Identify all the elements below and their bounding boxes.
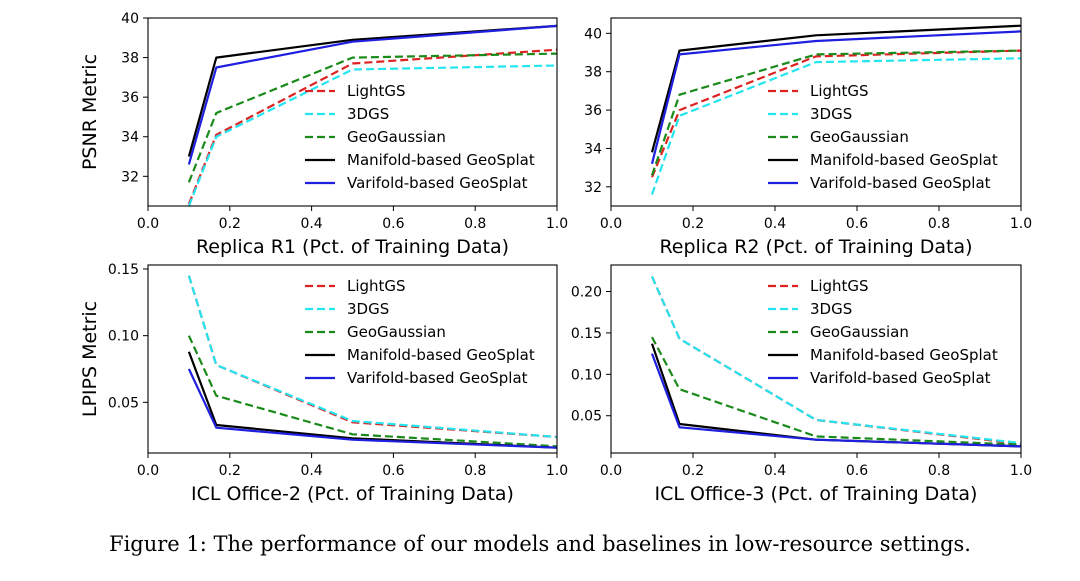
x-tick-label: 0.0: [137, 463, 159, 479]
y-tick-label: 36: [584, 103, 602, 119]
x-tick-label: 0.8: [464, 463, 486, 479]
y-tick-label: 0.05: [108, 395, 139, 411]
series-line-3dgs: [650, 276, 1021, 445]
axes-frame: [610, 17, 1022, 207]
x-tick-label: 0.8: [928, 463, 950, 479]
y-tick-label: 0.15: [108, 262, 139, 278]
series-line-geogaussian: [187, 52, 557, 183]
legend-label-varifold-based-geosplat: Varifold-based GeoSplat: [810, 174, 991, 192]
series-line-3dgs: [187, 64, 557, 206]
legend: LightGS 3DGS GeoGaussian Manifold-based Geo…: [305, 82, 535, 192]
series-line-geogaussian: [650, 49, 1021, 176]
figure-panels: 0.0 0.2 0.4 0.6 0.8 1.0 32 34 36 38 40 Replica R1 (…: [79, 11, 1032, 505]
series-group: [187, 24, 557, 206]
x-tick-label: 0.8: [464, 216, 486, 232]
x-axis-label: ICL Office-3 (Pct. of Training Data): [655, 483, 978, 505]
legend-label-manifold-based-geosplat: Manifold-based GeoSplat: [347, 151, 535, 169]
legend-label-geogaussian: GeoGaussian: [810, 323, 909, 341]
x-tick-label: 0.2: [682, 463, 704, 479]
y-tick-label: 32: [584, 180, 602, 196]
x-tick-label: 0.4: [300, 463, 322, 479]
legend-label-3dgs: 3DGS: [810, 105, 852, 123]
series-line-varifold-based-geosplat: [650, 30, 1021, 165]
legend-label-manifold-based-geosplat: Manifold-based GeoSplat: [810, 151, 998, 169]
y-axis-label: LPIPS Metric: [79, 301, 101, 417]
series-group: [650, 276, 1021, 448]
series-line-varifold-based-geosplat: [650, 353, 1021, 448]
series-line-varifold-based-geosplat: [187, 24, 557, 165]
legend-label-varifold-based-geosplat: Varifold-based GeoSplat: [347, 369, 528, 387]
axes-frame: [147, 17, 558, 207]
figure-caption: Figure 1: The performance of our models …: [109, 532, 971, 556]
y-axis-label: PSNR Metric: [79, 54, 101, 170]
x-tick-label: 0.0: [600, 216, 622, 232]
y-tick-label: 36: [121, 90, 139, 106]
y-tick-label: 0.20: [571, 285, 602, 301]
chart-panel-4: 0.0 0.2 0.4 0.6 0.8 1.0 0.05 0.10 0.15 0.20 ICL Of…: [571, 264, 1032, 505]
legend: LightGS 3DGS GeoGaussian Manifold-based Geo…: [305, 277, 535, 387]
x-tick-label: 1.0: [1010, 463, 1032, 479]
y-tick-label: 0.10: [108, 329, 139, 345]
x-tick-label: 0.2: [219, 216, 241, 232]
y-tick-label: 38: [121, 51, 139, 67]
x-axis-label: ICL Office-2 (Pct. of Training Data): [191, 483, 514, 505]
y-tick-label: 34: [121, 130, 139, 146]
legend-label-lightgs: LightGS: [347, 82, 406, 100]
x-tick-label: 0.2: [682, 216, 704, 232]
y-tick-label: 38: [584, 65, 602, 81]
legend-label-varifold-based-geosplat: Varifold-based GeoSplat: [810, 369, 991, 387]
series-line-3dgs: [187, 275, 557, 439]
series-line-geogaussian: [651, 336, 1021, 446]
chart-panel-2: 0.0 0.2 0.4 0.6 0.8 1.0 32 34 36 38 40 Replica R2 (…: [584, 17, 1032, 258]
legend-label-3dgs: 3DGS: [347, 105, 389, 123]
y-tick-label: 0.05: [571, 409, 602, 425]
x-tick-label: 1.0: [546, 216, 568, 232]
x-tick-label: 1.0: [1010, 216, 1032, 232]
legend-label-3dgs: 3DGS: [810, 300, 852, 318]
legend-label-3dgs: 3DGS: [347, 300, 389, 318]
x-axis-label: Replica R1 (Pct. of Training Data): [196, 236, 509, 258]
series-line-geogaussian: [187, 335, 557, 448]
axes-frame: [610, 264, 1022, 454]
series-line-3dgs: [650, 57, 1021, 195]
y-tick-label: 40: [121, 11, 139, 27]
x-tick-label: 1.0: [546, 463, 568, 479]
x-tick-label: 0.0: [137, 216, 159, 232]
x-tick-label: 0.4: [300, 216, 322, 232]
x-tick-label: 0.4: [764, 463, 786, 479]
x-tick-label: 0.6: [382, 463, 404, 479]
x-axis-label: Replica R2 (Pct. of Training Data): [659, 236, 972, 258]
legend-label-geogaussian: GeoGaussian: [347, 323, 446, 341]
y-tick-label: 0.15: [571, 326, 602, 342]
x-tick-label: 0.8: [928, 216, 950, 232]
axes-frame: [147, 264, 558, 454]
y-tick-label: 32: [121, 169, 139, 185]
series-group: [187, 275, 557, 449]
y-tick-label: 0.10: [571, 367, 602, 383]
x-tick-label: 0.2: [219, 463, 241, 479]
series-line-lightgs: [650, 49, 1021, 178]
legend-label-manifold-based-geosplat: Manifold-based GeoSplat: [810, 346, 998, 364]
legend: LightGS 3DGS GeoGaussian Manifold-based Geo…: [768, 82, 998, 192]
y-tick-label: 34: [584, 141, 602, 157]
chart-panel-3: 0.0 0.2 0.4 0.6 0.8 1.0 0.05 0.10 0.15 ICL Office…: [79, 262, 568, 505]
legend-label-lightgs: LightGS: [810, 82, 869, 100]
x-tick-label: 0.4: [764, 216, 786, 232]
x-tick-label: 0.6: [382, 216, 404, 232]
legend-label-lightgs: LightGS: [347, 277, 406, 295]
series-line-manifold-based-geosplat: [650, 24, 1021, 153]
legend-label-manifold-based-geosplat: Manifold-based GeoSplat: [347, 346, 535, 364]
series-group: [650, 24, 1021, 195]
x-tick-label: 0.6: [846, 463, 868, 479]
y-tick-label: 40: [584, 26, 602, 42]
chart-panel-1: 0.0 0.2 0.4 0.6 0.8 1.0 32 34 36 38 40 Replica R1 (…: [79, 11, 568, 258]
x-tick-label: 0.6: [846, 216, 868, 232]
legend-label-lightgs: LightGS: [810, 277, 869, 295]
x-tick-label: 0.0: [600, 463, 622, 479]
series-line-varifold-based-geosplat: [187, 368, 557, 449]
legend: LightGS 3DGS GeoGaussian Manifold-based Geo…: [768, 277, 998, 387]
legend-label-geogaussian: GeoGaussian: [810, 128, 909, 146]
legend-label-geogaussian: GeoGaussian: [347, 128, 446, 146]
legend-label-varifold-based-geosplat: Varifold-based GeoSplat: [347, 174, 528, 192]
